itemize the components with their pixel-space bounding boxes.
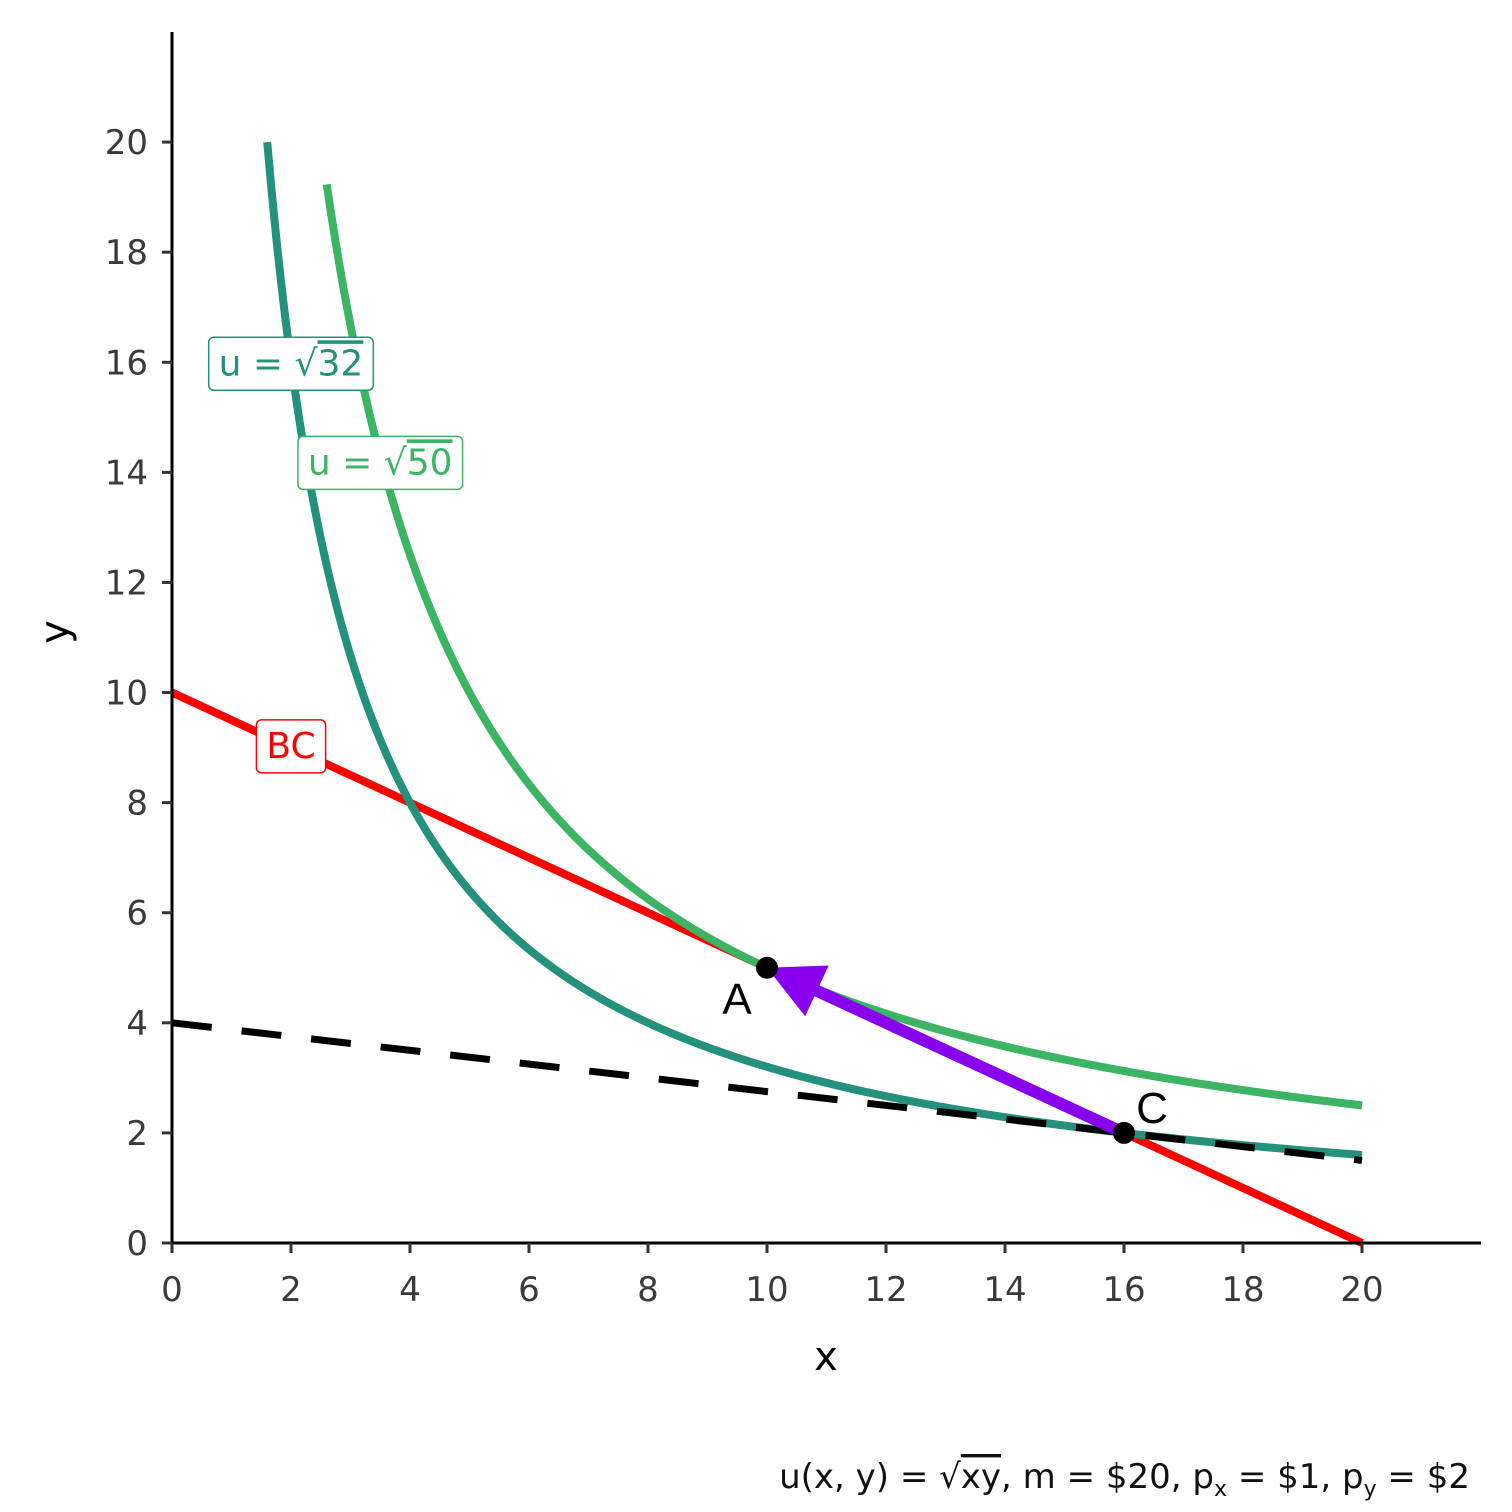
x-axis-title: x: [814, 1334, 838, 1380]
y-axis-title: y: [32, 620, 78, 644]
x-tick-label: 10: [745, 1270, 788, 1310]
curve-label-box: [207, 336, 375, 392]
curves-layer: [170, 141, 1364, 1247]
x-tick-label: 18: [1221, 1270, 1264, 1310]
y-tick-label: 12: [105, 563, 148, 603]
curve-label-u-50: u = √50: [297, 435, 464, 491]
x-tick-label: 8: [637, 1270, 659, 1310]
curve-label-prefix: u =: [219, 343, 295, 384]
curve-label-u-32: u = √32: [207, 336, 375, 392]
caption-px-sub: x: [1214, 1477, 1227, 1502]
curve-label-root: √: [384, 442, 407, 483]
movement-arrow-head: [767, 965, 829, 1017]
y-tick-label: 18: [105, 233, 148, 273]
curve-label-value: 32: [318, 343, 364, 384]
y-tick-label: 6: [126, 894, 148, 934]
caption: u(x, y) = √xy, m = $20, px = $1, py = $2: [779, 1457, 1470, 1502]
y-tick-label: 14: [105, 453, 148, 493]
dashed-budget-line: [171, 1019, 1363, 1164]
y-tick-label: 2: [126, 1114, 148, 1154]
x-tick-label: 0: [161, 1270, 183, 1310]
x-tick-label: 16: [1102, 1270, 1145, 1310]
x-tick-label: 4: [399, 1270, 421, 1310]
caption-xy: xy: [961, 1457, 1001, 1497]
indifference-curve-50: [322, 183, 1363, 1110]
caption-px-val: = $1, p: [1227, 1457, 1364, 1497]
x-tick-label: 2: [280, 1270, 302, 1310]
caption-sqrt: √: [939, 1457, 961, 1497]
caption-py-val: = $2: [1377, 1457, 1470, 1497]
axes-layer: 0 2 4 6 8 10 12 14 16 18 20 0 2 4 6 8 10 12 14 16 18 20: [105, 32, 1481, 1310]
indifference-curve-32: [263, 141, 1363, 1159]
movement-arrow-shaft: [814, 985, 1127, 1139]
y-tick-label: 0: [126, 1224, 148, 1264]
curve-label-value: 50: [407, 442, 453, 483]
point-A: [756, 956, 778, 979]
y-tick-label: 16: [105, 343, 148, 383]
x-tick-label: 12: [864, 1270, 907, 1310]
curve-label-prefix: u =: [308, 442, 384, 483]
curve-label-box: [255, 719, 327, 774]
curve-label-text: u = √32: [219, 343, 364, 384]
y-tick-label: 4: [126, 1004, 148, 1044]
point-label-A: A: [722, 975, 752, 1024]
point-C: [1113, 1121, 1135, 1144]
curve-label-root: √: [295, 343, 318, 384]
caption-m: , m = $20, p: [1001, 1457, 1214, 1497]
x-tick-label: 14: [983, 1270, 1026, 1310]
x-tick-label: 6: [518, 1270, 540, 1310]
caption-u: u(x, y) =: [779, 1457, 939, 1497]
y-tick-label: 20: [105, 123, 148, 163]
y-tick-label: 8: [126, 784, 148, 824]
curve-label-box: [297, 435, 464, 491]
curve-label-text: BC: [266, 726, 315, 767]
y-tick-label: 10: [105, 674, 148, 714]
point-label-C: C: [1136, 1084, 1168, 1133]
x-tick-label: 20: [1340, 1270, 1383, 1310]
curve-label-text: u = √50: [308, 442, 453, 483]
curve-label-bc: BC: [255, 719, 327, 774]
caption-py-sub: y: [1364, 1477, 1377, 1502]
